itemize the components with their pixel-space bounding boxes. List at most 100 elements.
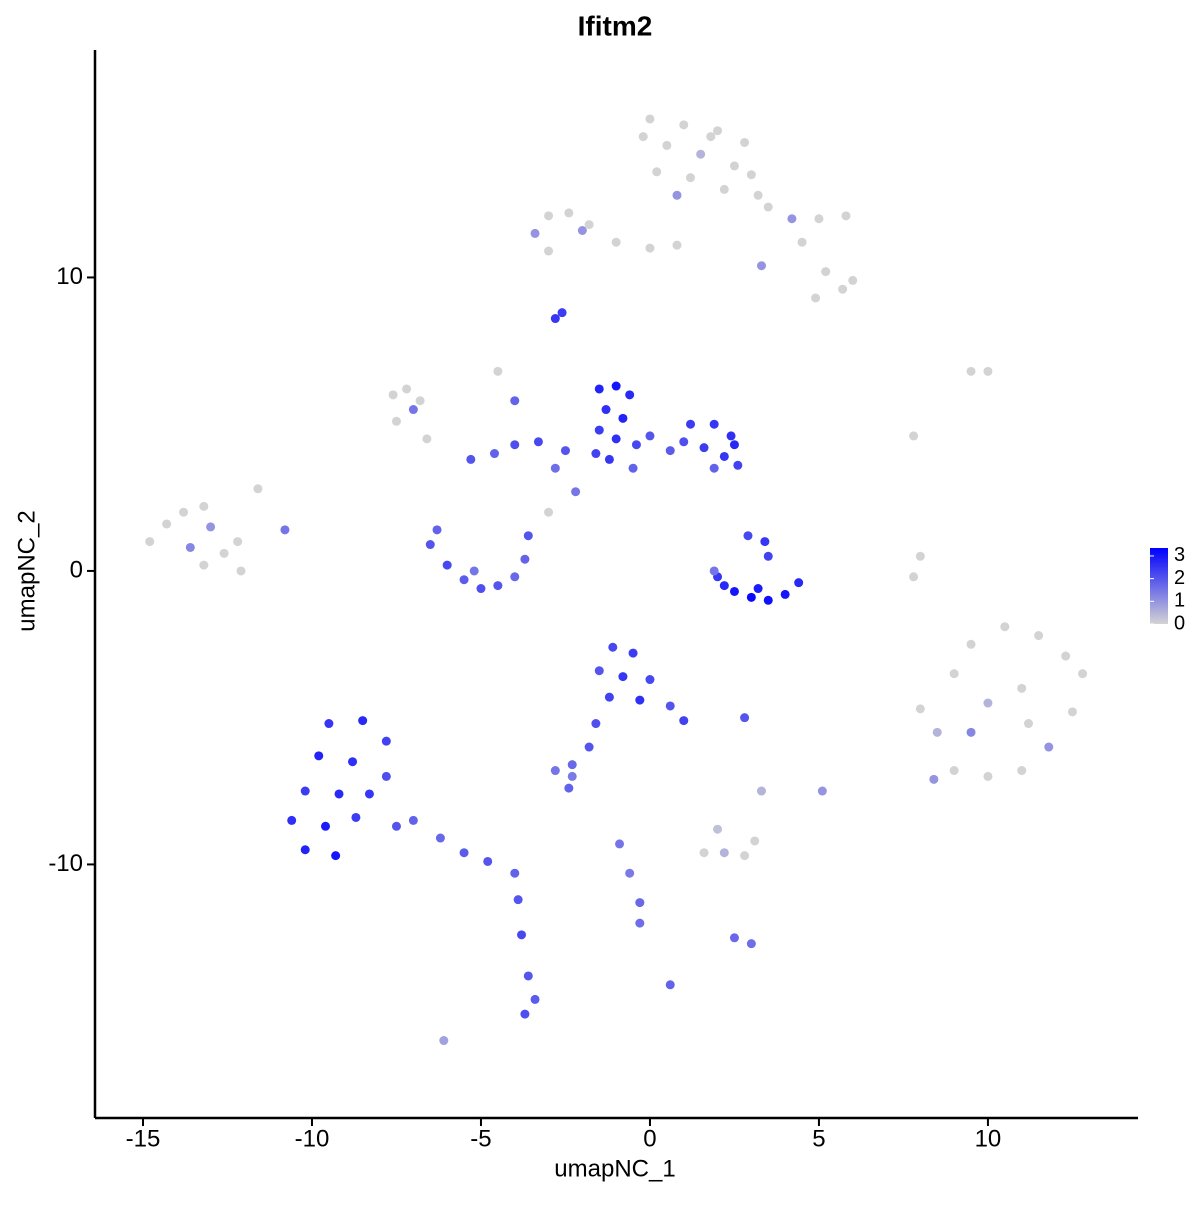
cell-point	[584, 220, 594, 230]
cell-point	[314, 751, 324, 761]
cell-point	[966, 366, 976, 376]
cell-point	[932, 727, 942, 737]
cell-point	[719, 184, 729, 194]
cell-point	[1023, 719, 1033, 729]
cell-point	[841, 211, 851, 221]
cell-point	[280, 525, 290, 535]
cell-point	[1017, 683, 1027, 693]
cell-point	[557, 308, 567, 318]
cell-point	[662, 140, 672, 150]
cell-point	[523, 531, 533, 541]
cell-point	[510, 396, 520, 406]
cell-point	[567, 760, 577, 770]
cell-point	[625, 868, 635, 878]
cell-point	[533, 437, 543, 447]
cell-point	[679, 120, 689, 130]
cell-point	[439, 1036, 449, 1046]
cell-point	[351, 812, 361, 822]
cell-point	[493, 366, 503, 376]
cell-point	[645, 243, 655, 253]
cell-point	[787, 214, 797, 224]
cell-point	[628, 463, 638, 473]
cell-point	[635, 918, 645, 928]
cell-point	[645, 431, 655, 441]
cell-point	[300, 845, 310, 855]
cell-point	[821, 267, 831, 277]
cell-point	[699, 848, 709, 858]
cell-point	[709, 463, 719, 473]
cell-point	[544, 246, 554, 256]
cell-point	[729, 586, 739, 596]
x-tick-label: 5	[812, 1125, 825, 1152]
cell-point	[966, 639, 976, 649]
cell-point	[520, 1009, 530, 1019]
cell-point	[983, 366, 993, 376]
cell-point	[1044, 742, 1054, 752]
x-tick-label: -5	[470, 1125, 491, 1152]
cell-point	[594, 666, 604, 676]
cell-point	[422, 434, 432, 444]
cell-point	[631, 440, 641, 450]
cell-point	[432, 525, 442, 535]
cell-point	[706, 132, 716, 142]
cell-point	[520, 554, 530, 564]
cell-point	[746, 939, 756, 949]
cell-point	[966, 727, 976, 737]
cell-point	[415, 396, 425, 406]
cell-point	[425, 540, 435, 550]
cell-point	[909, 572, 919, 582]
cell-point	[358, 716, 368, 726]
cell-point	[1017, 766, 1027, 776]
cell-point	[733, 460, 743, 470]
cell-point	[763, 202, 773, 212]
cell-point	[199, 560, 209, 570]
cell-point	[756, 261, 766, 271]
cell-point	[645, 114, 655, 124]
x-tick-label: -15	[126, 1125, 161, 1152]
cell-point	[523, 971, 533, 981]
y-axis-label: umapNC_2	[13, 510, 40, 631]
cell-point	[686, 173, 696, 183]
cell-point	[713, 126, 723, 136]
cell-point	[756, 786, 766, 796]
cell-point	[628, 648, 638, 658]
cell-point	[162, 519, 172, 529]
cell-point	[743, 531, 753, 541]
cell-point	[729, 161, 739, 171]
cell-point	[544, 507, 554, 517]
cell-point	[466, 454, 476, 464]
cell-point	[510, 572, 520, 582]
cell-point	[915, 704, 925, 714]
cell-point	[753, 190, 763, 200]
cell-point	[179, 507, 189, 517]
cell-point	[672, 240, 682, 250]
cell-point	[753, 584, 763, 594]
cell-point	[665, 446, 675, 456]
cell-point	[391, 416, 401, 426]
cell-point	[635, 898, 645, 908]
x-tick-label: 0	[643, 1125, 656, 1152]
cell-point	[611, 381, 621, 391]
y-tick-label: 0	[70, 556, 83, 583]
chart-title: Ifitm2	[578, 10, 653, 41]
cell-point	[601, 405, 611, 415]
cell-point	[719, 581, 729, 591]
y-tick-label: 10	[56, 263, 83, 290]
cell-point	[780, 589, 790, 599]
cell-point	[625, 390, 635, 400]
cell-point	[530, 228, 540, 238]
cell-point	[794, 578, 804, 588]
cell-point	[594, 384, 604, 394]
cell-point	[517, 930, 527, 940]
cell-point	[638, 132, 648, 142]
cell-point	[949, 766, 959, 776]
cell-point	[364, 789, 374, 799]
x-tick-label: 10	[975, 1125, 1002, 1152]
cell-point	[679, 716, 689, 726]
cell-point	[709, 419, 719, 429]
cell-point	[300, 786, 310, 796]
colorbar-tick-label: 2	[1174, 567, 1185, 589]
cell-point	[571, 487, 581, 497]
cell-point	[949, 669, 959, 679]
